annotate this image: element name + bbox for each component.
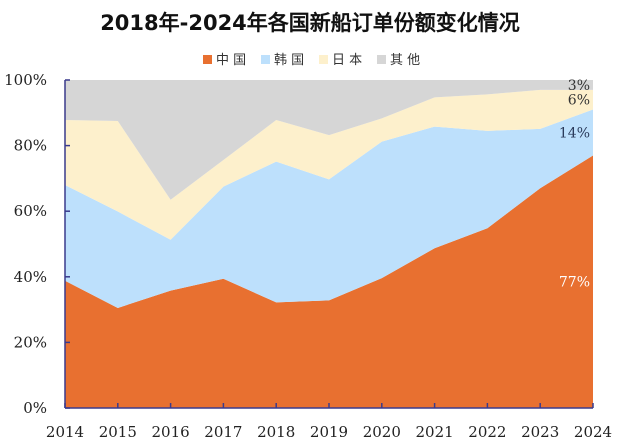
x-tick-label: 2020: [363, 423, 401, 441]
x-tick-label: 2018: [257, 423, 295, 441]
area-series-1: [65, 109, 593, 308]
x-tick-label: 2015: [99, 423, 137, 441]
area-series-3: [65, 80, 593, 200]
y-tick-label: 80%: [14, 137, 47, 155]
legend-label: 其 他: [390, 53, 420, 68]
x-tick-label: 2016: [152, 423, 190, 441]
data-label: 14%: [559, 125, 590, 141]
legend-label: 韩 国: [274, 53, 304, 68]
x-tick-label: 2021: [416, 423, 454, 441]
axes: 0% 20% 40% 60% 80% 100% 2014 2015 2016 2017 2018 20…: [4, 71, 612, 441]
area-series-2: [65, 89, 593, 240]
legend-swatch: [203, 55, 212, 64]
x-tick-label: 2019: [310, 423, 348, 441]
areas: [65, 80, 593, 408]
y-tick-label: 20%: [14, 333, 47, 351]
x-tick-label: 2024: [574, 423, 612, 441]
legend: 中 国韩 国日 本其 他: [203, 53, 420, 68]
data-label: 77%: [559, 275, 590, 291]
legend-label: 日 本: [332, 53, 362, 68]
legend-swatch: [261, 55, 270, 64]
y-tick-label: 100%: [4, 71, 47, 89]
data-labels: 3%6% 14% 77%: [559, 78, 590, 291]
data-label: 3%: [568, 78, 590, 94]
legend-swatch: [319, 55, 328, 64]
legend-label: 中 国: [216, 53, 246, 68]
area-series-0: [65, 155, 593, 408]
data-label: 6%: [568, 93, 590, 109]
x-tick-label: 2017: [204, 423, 242, 441]
chart-title: 2018年-2024年各国新船订单份额变化情况: [100, 11, 520, 35]
x-tick-label: 2014: [46, 423, 84, 441]
y-tick-label: 40%: [14, 268, 47, 286]
legend-swatch: [377, 55, 386, 64]
x-tick-label: 2023: [521, 423, 559, 441]
y-tick-label: 60%: [14, 202, 47, 220]
y-tick-label: 0%: [23, 399, 47, 417]
x-tick-label: 2022: [468, 423, 506, 441]
